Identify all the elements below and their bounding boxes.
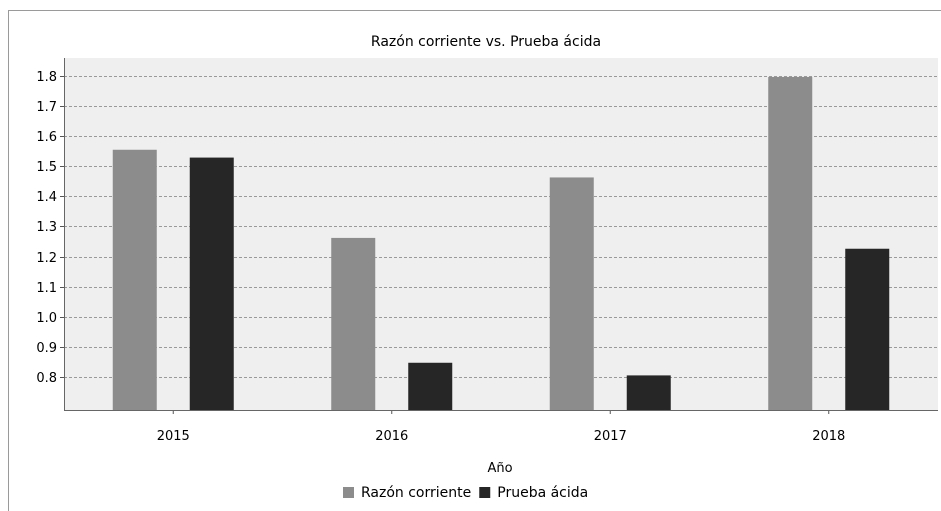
- x-axis-label: Año: [487, 461, 512, 476]
- bar-razon-corriente-2018: [768, 76, 813, 410]
- y-tick-label: 1.3: [36, 220, 57, 235]
- y-tick-label: 1.0: [36, 311, 57, 326]
- legend-label-prueba-acida: Prueba ácida: [497, 485, 588, 501]
- chart-frame: [8, 10, 941, 511]
- x-tick-label: 2016: [375, 429, 408, 444]
- legend-swatch-prueba-acida: [479, 487, 491, 498]
- bar-razon-corriente-2015: [112, 149, 157, 410]
- y-tick-label: 1.8: [36, 70, 57, 85]
- axes: [60, 58, 938, 414]
- x-tick-label: 2015: [157, 429, 190, 444]
- y-tick-label: 0.9: [36, 341, 57, 356]
- y-tick-label: 0.8: [36, 371, 57, 386]
- y-tick-label: 1.6: [36, 130, 57, 145]
- x-tick-labels: 2015 2016 2017 2018: [157, 429, 846, 444]
- legend-label-razon-corriente: Razón corriente: [361, 485, 471, 501]
- x-tick-label: 2017: [594, 429, 627, 444]
- bar-prueba-acida-2016: [408, 362, 453, 410]
- bar-razon-corriente-2016: [331, 237, 376, 410]
- bar-prueba-acida-2018: [845, 248, 890, 410]
- bar-razon-corriente-2017: [549, 177, 594, 410]
- legend-swatch-razon-corriente: [343, 487, 354, 498]
- bars: [112, 76, 890, 410]
- y-tick-label: 1.5: [36, 160, 57, 175]
- x-tick-label: 2018: [812, 429, 845, 444]
- chart-title: Razón corriente vs. Prueba ácida: [371, 34, 601, 50]
- bar-prueba-acida-2017: [626, 375, 671, 410]
- legend: Razón corriente Prueba ácida: [343, 485, 588, 501]
- bar-prueba-acida-2015: [189, 157, 234, 410]
- y-tick-label: 1.1: [36, 281, 57, 296]
- y-tick-label: 1.4: [36, 190, 57, 205]
- y-tick-label: 1.7: [36, 100, 57, 115]
- y-tick-label: 1.2: [36, 251, 57, 266]
- y-tick-labels: 0.8 0.9 1.0 1.1 1.2 1.3 1.4 1.5 1.6 1.7 1.8: [36, 70, 57, 386]
